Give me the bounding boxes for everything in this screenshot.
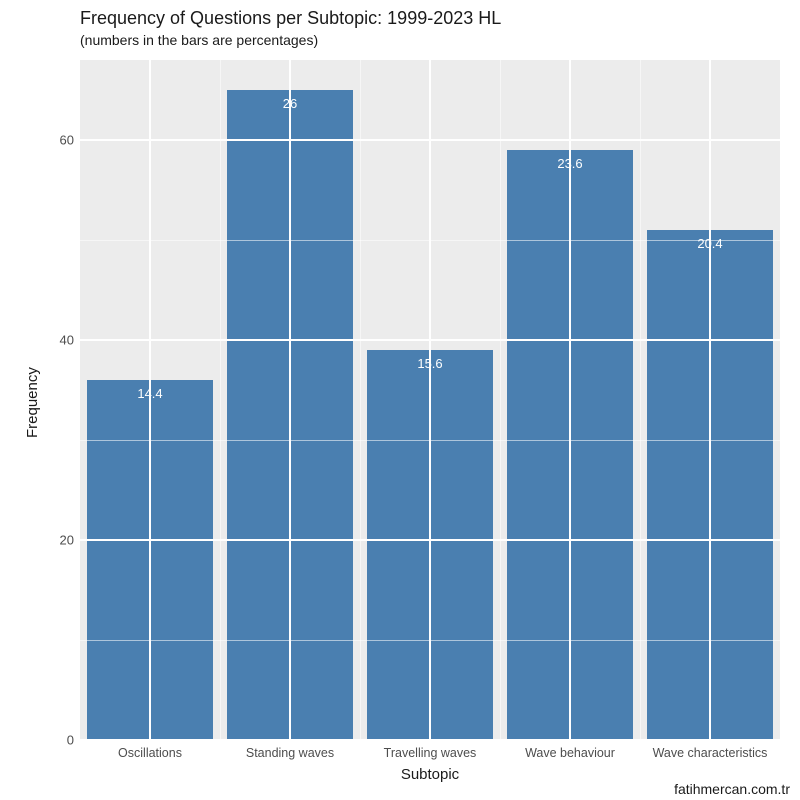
grid-line-v-minor xyxy=(220,60,221,740)
bar-chart: Frequency of Questions per Subtopic: 199… xyxy=(0,0,800,800)
chart-title: Frequency of Questions per Subtopic: 199… xyxy=(80,8,501,29)
y-tick-label: 40 xyxy=(0,333,80,348)
y-tick-label: 0 xyxy=(0,733,80,748)
y-tick-label: 20 xyxy=(0,533,80,548)
x-tick-label: Wave characteristics xyxy=(653,746,768,760)
x-tick-label: Standing waves xyxy=(246,746,334,760)
grid-line-v xyxy=(149,60,151,740)
x-axis-title: Subtopic xyxy=(401,766,459,783)
y-tick-label: 60 xyxy=(0,133,80,148)
y-axis-title: Frequency xyxy=(24,367,41,438)
x-tick-label: Travelling waves xyxy=(384,746,477,760)
x-tick-label: Oscillations xyxy=(118,746,182,760)
grid-line-v xyxy=(709,60,711,740)
grid-line-v xyxy=(569,60,571,740)
grid-line-v-minor xyxy=(500,60,501,740)
grid-line-v-minor xyxy=(640,60,641,740)
grid-line-v xyxy=(429,60,431,740)
x-tick-label: Wave behaviour xyxy=(525,746,615,760)
chart-subtitle: (numbers in the bars are percentages) xyxy=(80,32,318,48)
grid-line-v-minor xyxy=(360,60,361,740)
grid-line-v xyxy=(289,60,291,740)
watermark: fatihmercan.com.tr xyxy=(674,781,790,797)
